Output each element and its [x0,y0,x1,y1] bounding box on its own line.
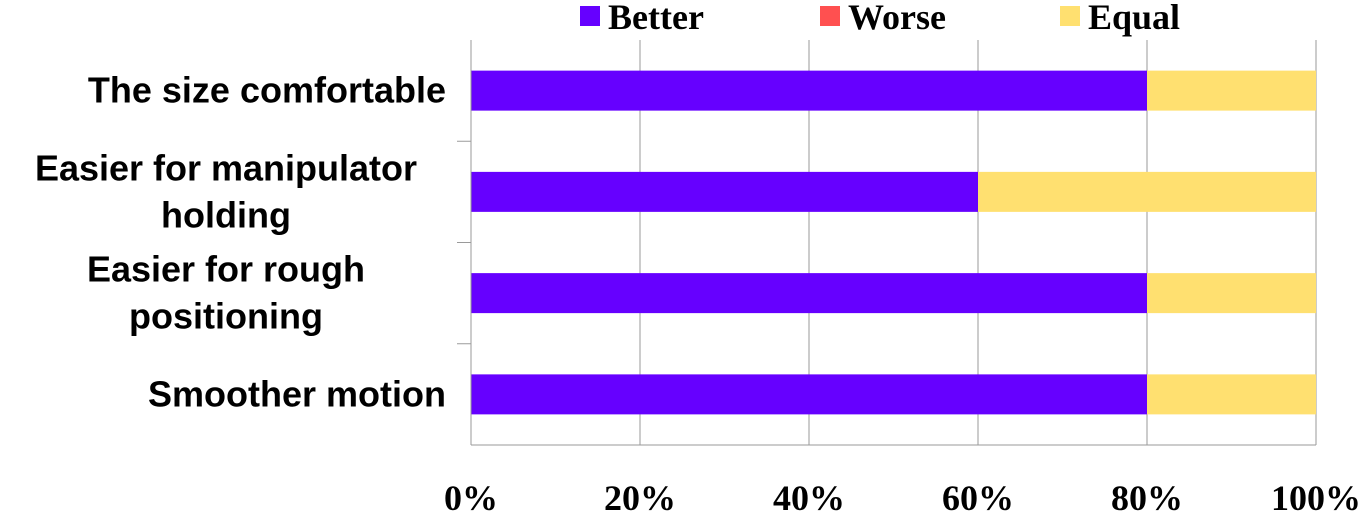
bars [471,70,1316,415]
bar-better [471,171,978,212]
bar-better [471,70,1147,111]
x-tick-labels: 0% 20% 40% 60% 80% 100% [444,478,1361,518]
category-label: Easier for rough positioning [87,249,365,337]
bar-better [471,273,1147,314]
legend-swatch-worse [820,6,840,26]
legend-label-equal: Equal [1088,0,1180,37]
legend-swatch-equal [1060,6,1080,26]
x-tick-label: 20% [604,478,676,517]
bar-equal [1147,273,1316,314]
legend: Better Worse Equal [580,0,1180,37]
bar-equal [978,171,1316,212]
x-tick-label: 100% [1271,478,1361,517]
bar-equal [1147,70,1316,111]
category-label: Easier for manipulator holding [35,147,417,235]
x-tick-label: 80% [1111,478,1183,517]
bar-better [471,374,1147,415]
legend-swatch-better [580,6,600,26]
axes [457,40,1316,446]
category-label: The size comfortable [88,70,446,111]
x-tick-label: 40% [773,478,845,517]
bar-equal [1147,374,1316,415]
legend-label-worse: Worse [848,0,946,37]
x-tick-label: 60% [942,478,1014,517]
category-labels: The size comfortable Easier for manipulat… [35,70,446,415]
category-label: Smoother motion [148,373,446,414]
legend-label-better: Better [608,0,704,37]
x-tick-label: 0% [444,478,498,517]
